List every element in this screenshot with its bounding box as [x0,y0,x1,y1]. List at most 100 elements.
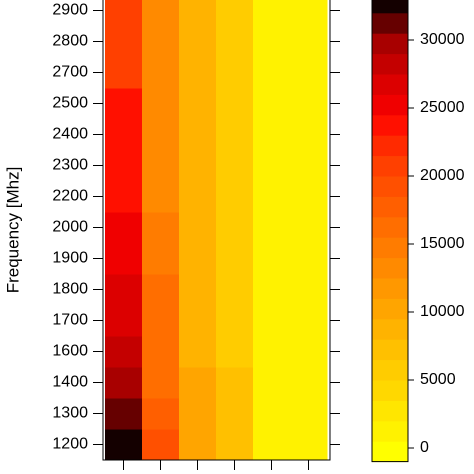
heat-cell [290,26,328,58]
colorbar-band [372,216,408,238]
colorbar-tick-label: 10000 [420,303,465,320]
heat-cell [142,274,180,306]
y-tick-label: 2400 [52,126,88,143]
colorbar-band [372,196,408,218]
heat-cell [105,274,143,306]
heat-cell [216,212,254,244]
heat-cell [216,88,254,120]
heat-cell [290,336,328,368]
colorbar-band [372,53,408,75]
heat-cell [179,88,217,120]
heat-cell [216,57,254,89]
heat-cell [142,367,180,399]
heat-cell [179,26,217,58]
heat-cell [142,88,180,120]
heat-cell [253,88,291,120]
heat-cell [142,150,180,182]
heat-cell [290,57,328,89]
heat-cell [253,150,291,182]
heat-cell [216,429,254,461]
heat-cell [179,274,217,306]
heat-cell [290,398,328,430]
heat-cell [179,150,217,182]
heat-cell [179,243,217,275]
colorbar-band [372,400,408,422]
colorbar-band [372,380,408,401]
y-tick-label: 2900 [52,2,88,19]
heat-cell [253,243,291,275]
heat-cell [253,398,291,430]
y-tick-label: 1300 [52,405,88,422]
heat-cell [142,336,180,368]
colorbar-band [372,237,408,259]
heat-cell [216,274,254,306]
heat-cell [105,0,143,27]
heat-cell [142,398,180,430]
heat-cell [105,26,143,58]
heat-cell [216,150,254,182]
y-tick-label: 1200 [52,436,88,453]
heat-cell [105,150,143,182]
heat-cell [105,88,143,120]
y-tick-label: 1600 [52,343,88,360]
colorbar-tick-label: 20000 [420,167,465,184]
heat-cell [253,181,291,213]
heat-cell [216,398,254,430]
heat-cell [179,336,217,368]
heat-cell [142,305,180,337]
heat-cell [216,119,254,151]
heat-cell [253,57,291,89]
y-tick-label: 2700 [52,64,88,81]
colorbar-band [372,257,408,279]
heat-cell [253,274,291,306]
heat-cell [179,181,217,213]
heat-cell [105,212,143,244]
colorbar-band [372,12,408,34]
heat-cell [290,429,328,461]
heat-cell [290,274,328,306]
heat-cell [216,26,254,58]
colorbar-band [372,359,408,381]
heat-cell [105,398,143,430]
heat-cell [253,336,291,368]
colorbar-tick-label: 5000 [420,371,456,388]
heat-cell [216,0,254,27]
heat-cell [105,305,143,337]
heat-cell [253,26,291,58]
colorbar-band [372,278,408,299]
heat-cell [105,119,143,151]
colorbar-band [372,33,408,55]
heat-cell [216,305,254,337]
y-tick-label: 1700 [52,312,88,329]
y-tick-label: 2200 [52,188,88,205]
heat-cell [290,88,328,120]
colorbar-band [372,339,408,361]
colorbar-band [372,441,408,463]
heat-cell [216,243,254,275]
colorbar-band [372,155,408,177]
heat-cell [253,367,291,399]
heat-cell [253,429,291,461]
heat-cell [290,0,328,27]
heat-cell [179,305,217,337]
heat-cell [105,367,143,399]
heat-cell [216,336,254,368]
heat-cell [142,181,180,213]
heat-cell [142,119,180,151]
heat-cell [253,119,291,151]
colorbar-band [372,298,408,320]
heat-cell [290,181,328,213]
colorbar-tick-label: 0 [420,439,429,456]
colorbar-band [372,135,408,157]
heat-cell [290,212,328,244]
heat-cell [142,57,180,89]
heat-cell [179,0,217,27]
y-tick-label: 2500 [52,95,88,112]
heat-cell [290,367,328,399]
heat-cell [142,0,180,27]
heat-cell [142,26,180,58]
colorbar-band [372,94,408,116]
heat-cell [216,181,254,213]
y-tick-label: 1800 [52,281,88,298]
